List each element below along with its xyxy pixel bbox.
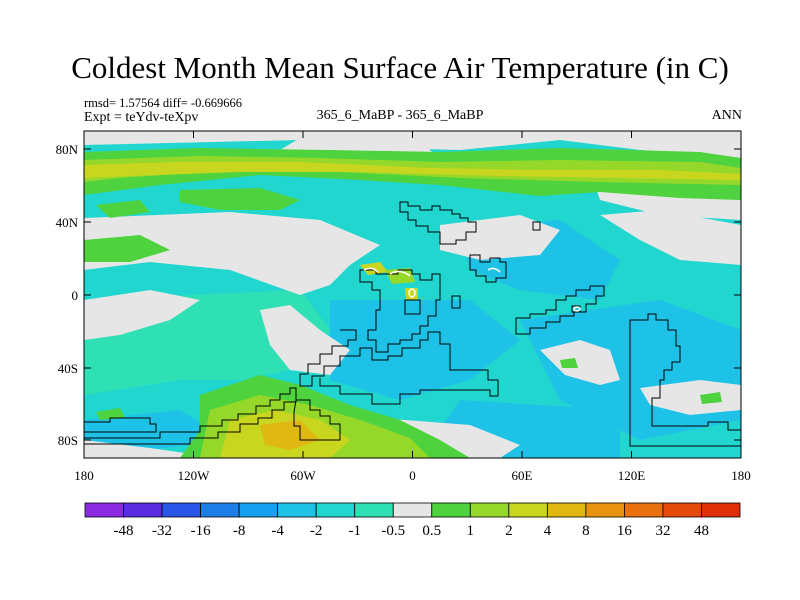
colorbar-box	[701, 502, 741, 518]
lat-label: 80N	[56, 142, 79, 157]
lon-label: 0	[409, 468, 416, 483]
colorbar-label: 32	[655, 523, 670, 539]
colorbar-label: -0.5	[381, 523, 405, 539]
stats-line: rmsd= 1.57564 diff= -0.669666	[84, 96, 242, 110]
landmass-south-ring	[299, 329, 499, 405]
temperature-field	[84, 131, 741, 458]
colorbar-box	[277, 502, 317, 518]
season-label: ANN	[711, 108, 742, 123]
lon-label: 60E	[512, 468, 533, 483]
contour-spot-1	[389, 270, 411, 277]
highlight-contours	[363, 267, 581, 312]
axis-ticks	[83, 131, 742, 458]
contour-spot-3	[408, 288, 416, 298]
colorbar-label: -2	[310, 523, 323, 539]
colorbar: -48 -32 -16 -8 -4 -2 -1 -0.5 0.5 1 2 4 8 16 32 48	[84, 502, 741, 539]
colorbar-box	[238, 502, 279, 518]
lon-label: 180	[74, 468, 94, 483]
landmass-india	[451, 295, 461, 309]
colorbar-box	[200, 502, 240, 518]
colorbar-label: -48	[114, 523, 134, 539]
landmass-west-strip	[83, 417, 157, 433]
lon-labels: 180 120W 60W 0 60E 120E 180	[74, 468, 751, 483]
colorbar-label: 16	[617, 523, 633, 539]
colorbar-box	[508, 502, 548, 518]
colorbar-box	[392, 502, 433, 518]
land-outlines	[83, 201, 742, 447]
landmass-island	[532, 221, 541, 231]
lon-label: 120W	[178, 468, 211, 483]
colorbar-box	[469, 502, 510, 518]
colorbar-label: -4	[271, 523, 284, 539]
landmass-small	[404, 299, 421, 315]
colorbar-box	[662, 502, 702, 518]
colorbar-box	[161, 502, 201, 518]
landmass-australia-arc	[515, 285, 605, 335]
lat-label: 40N	[56, 215, 79, 230]
colorbar-label: 4	[544, 523, 552, 539]
lon-label: 180	[731, 468, 751, 483]
colorbar-label: 0.5	[422, 523, 441, 539]
lon-label: 120E	[618, 468, 646, 483]
colorbar-label: 48	[694, 523, 709, 539]
colorbar-box	[431, 502, 471, 518]
contour-spot-2	[363, 267, 379, 273]
colorbar-box	[315, 502, 356, 518]
lat-label: 40S	[58, 361, 78, 376]
landmass-asia	[469, 254, 507, 283]
experiment-label: Expt = teYdv-teXpv	[84, 110, 199, 125]
colorbar-box	[354, 502, 394, 518]
colorbar-boxes	[84, 502, 741, 518]
colorbar-box	[624, 502, 664, 518]
colorbar-label: -1	[348, 523, 361, 539]
colorbar-box	[585, 502, 625, 518]
colorbar-label: -32	[152, 523, 172, 539]
landmass-antarctic-west	[83, 387, 297, 445]
lat-label: 0	[72, 288, 79, 303]
landmass-east	[629, 313, 742, 447]
colorbar-box	[546, 502, 587, 518]
colorbar-label: -16	[191, 523, 211, 539]
colorbar-label: 1	[467, 523, 475, 539]
colorbar-label: -8	[233, 523, 246, 539]
colorbar-box	[123, 502, 163, 518]
center-label: 365_6_MaBP - 365_6_MaBP	[316, 108, 484, 123]
contour-spot-5	[573, 306, 581, 312]
landmass-antarctic-peninsula	[293, 399, 341, 441]
landmass-africa	[359, 269, 441, 353]
lon-label: 60W	[290, 468, 316, 483]
colorbar-box	[84, 502, 124, 518]
contour-spot-4	[487, 267, 501, 273]
lat-labels: 80N 40N 0 40S 80S	[56, 142, 79, 448]
colorbar-labels: -48 -32 -16 -8 -4 -2 -1 -0.5 0.5 1 2 4 8 16 32 48	[114, 523, 709, 539]
lat-label: 80S	[58, 433, 78, 448]
map-title: Coldest Month Mean Surface Air Temperatu…	[71, 50, 729, 85]
colorbar-label: 8	[582, 523, 590, 539]
landmass-dot	[571, 305, 581, 313]
landmass-north	[399, 201, 477, 245]
colorbar-label: 2	[505, 523, 513, 539]
